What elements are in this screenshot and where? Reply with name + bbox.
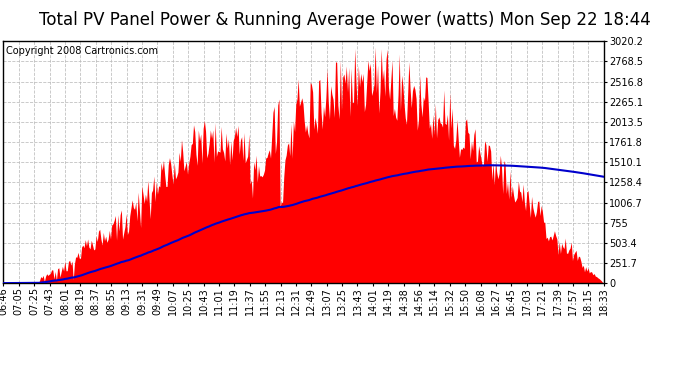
Text: Total PV Panel Power & Running Average Power (watts) Mon Sep 22 18:44: Total PV Panel Power & Running Average P… — [39, 11, 651, 29]
Text: Copyright 2008 Cartronics.com: Copyright 2008 Cartronics.com — [6, 46, 159, 56]
